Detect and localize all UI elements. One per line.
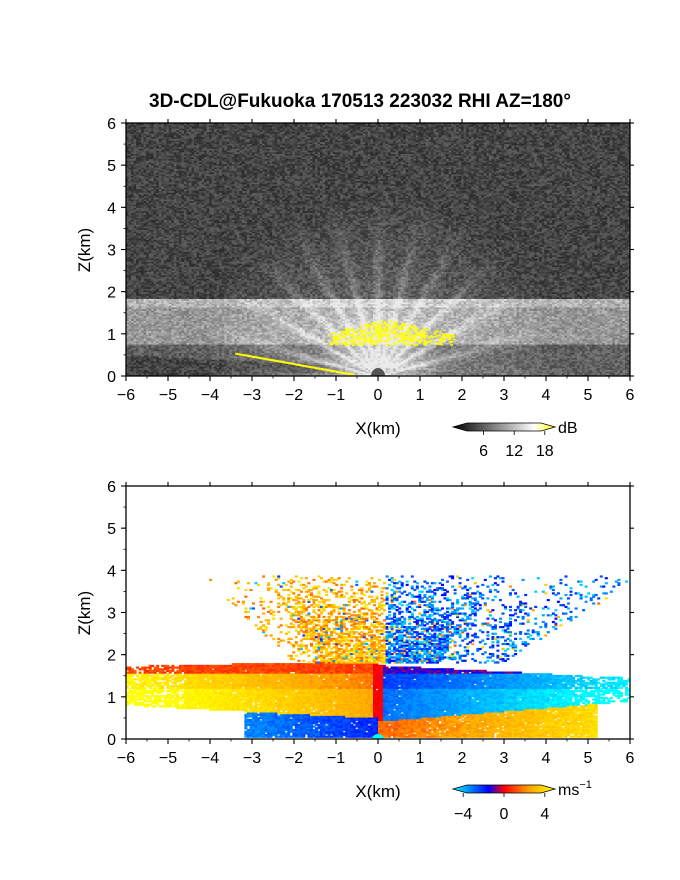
figure-title: 3D-CDL@Fukuoka 170513 223032 RHI AZ=180°	[149, 91, 571, 112]
snr-heatmap	[126, 123, 633, 384]
